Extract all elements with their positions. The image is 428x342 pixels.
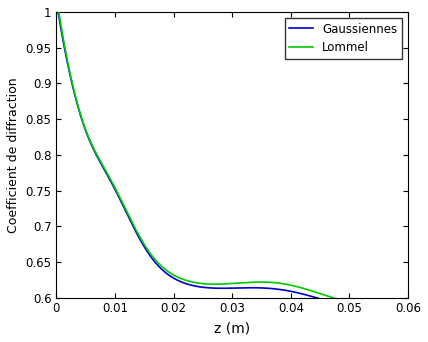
Lommel [395, 310, 400, 314]
Legend: Gaussiennes, Lommel: Gaussiennes, Lommel [285, 18, 402, 59]
Gaussiennes [309, 294, 315, 299]
Gaussiennes [54, 0, 59, 2]
Lommel [221, 282, 226, 286]
Gaussiennes [405, 316, 410, 320]
Lommel [309, 289, 315, 293]
Gaussiennes [377, 312, 382, 316]
Line: Lommel: Lommel [56, 0, 408, 313]
Gaussiennes [221, 286, 226, 290]
X-axis label: z (m): z (m) [214, 321, 250, 335]
Gaussiennes [395, 314, 400, 318]
Lommel [405, 311, 410, 315]
Gaussiennes [204, 286, 209, 290]
Y-axis label: Coefficient de diffraction: Coefficient de diffraction [7, 77, 20, 233]
Lommel [202, 282, 207, 286]
Lommel [204, 282, 209, 286]
Gaussiennes [202, 285, 207, 289]
Lommel [377, 307, 382, 311]
Line: Gaussiennes: Gaussiennes [56, 0, 408, 318]
